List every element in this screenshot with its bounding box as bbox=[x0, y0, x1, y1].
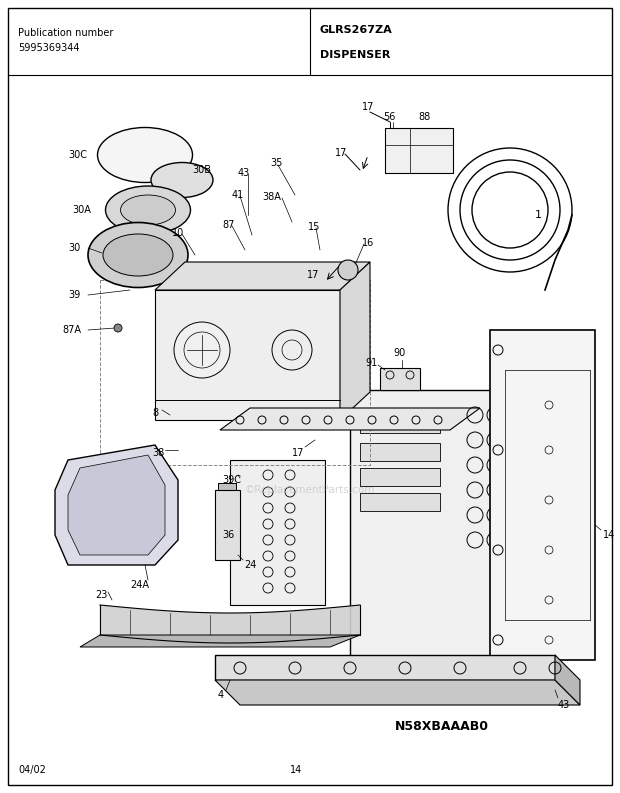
Polygon shape bbox=[215, 490, 240, 560]
Text: 04/02: 04/02 bbox=[18, 765, 46, 775]
Text: 41: 41 bbox=[232, 190, 244, 200]
Text: 35: 35 bbox=[270, 158, 282, 168]
Bar bbox=[218, 483, 236, 495]
Text: ©ReplacementParts.com: ©ReplacementParts.com bbox=[245, 485, 375, 495]
Text: 16: 16 bbox=[362, 238, 374, 248]
Text: 39C: 39C bbox=[222, 475, 241, 485]
Text: 30B: 30B bbox=[192, 165, 211, 175]
Bar bbox=[360, 415, 440, 433]
Polygon shape bbox=[215, 680, 580, 705]
Text: 4: 4 bbox=[218, 690, 224, 700]
Bar bbox=[260, 400, 270, 418]
Polygon shape bbox=[68, 455, 165, 555]
Text: 56: 56 bbox=[383, 112, 396, 122]
Text: 15: 15 bbox=[308, 222, 321, 232]
Text: 39: 39 bbox=[68, 290, 80, 300]
Text: 87: 87 bbox=[222, 220, 234, 230]
Polygon shape bbox=[490, 330, 595, 660]
Bar bbox=[230, 400, 240, 418]
Text: 91: 91 bbox=[365, 358, 377, 368]
Bar bbox=[360, 493, 440, 511]
Text: 17: 17 bbox=[292, 448, 304, 458]
Polygon shape bbox=[155, 262, 370, 290]
Text: 24A: 24A bbox=[130, 580, 149, 590]
Bar bbox=[230, 460, 325, 605]
Text: 88: 88 bbox=[418, 112, 430, 122]
Ellipse shape bbox=[120, 195, 175, 225]
Circle shape bbox=[174, 322, 230, 378]
Polygon shape bbox=[80, 635, 360, 647]
Bar bbox=[170, 400, 180, 418]
Text: 30A: 30A bbox=[72, 205, 91, 215]
Text: N58XBAAAB0: N58XBAAAB0 bbox=[395, 720, 489, 733]
Text: 1: 1 bbox=[535, 210, 542, 220]
Text: 24: 24 bbox=[244, 560, 257, 570]
Bar bbox=[540, 390, 558, 655]
Ellipse shape bbox=[88, 223, 188, 288]
Text: 23: 23 bbox=[95, 590, 107, 600]
Ellipse shape bbox=[103, 234, 173, 276]
Text: 14: 14 bbox=[603, 530, 615, 540]
Circle shape bbox=[114, 324, 122, 332]
Text: Publication number: Publication number bbox=[18, 28, 113, 38]
Text: 14: 14 bbox=[290, 765, 303, 775]
Text: 43: 43 bbox=[238, 168, 250, 178]
Ellipse shape bbox=[151, 163, 213, 197]
Text: 36: 36 bbox=[222, 530, 234, 540]
Bar bbox=[165, 308, 240, 393]
Text: 38: 38 bbox=[152, 448, 164, 458]
Bar bbox=[320, 400, 330, 418]
Text: 30C: 30C bbox=[68, 150, 87, 160]
Ellipse shape bbox=[105, 186, 190, 234]
Text: 43: 43 bbox=[558, 700, 570, 710]
Text: 30: 30 bbox=[68, 243, 80, 253]
Text: 17: 17 bbox=[335, 148, 347, 158]
Text: 10: 10 bbox=[172, 228, 184, 238]
Text: 8: 8 bbox=[152, 408, 158, 418]
Bar bbox=[380, 368, 420, 390]
Bar bbox=[290, 400, 300, 418]
Ellipse shape bbox=[97, 128, 192, 182]
Bar bbox=[385, 128, 453, 173]
Circle shape bbox=[338, 260, 358, 280]
Bar bbox=[360, 468, 440, 486]
Text: 38A: 38A bbox=[262, 192, 281, 202]
Bar bbox=[200, 400, 210, 418]
Text: 5995369344: 5995369344 bbox=[18, 43, 79, 53]
Bar bbox=[350, 390, 520, 680]
Polygon shape bbox=[555, 655, 580, 705]
Bar bbox=[255, 308, 330, 393]
Text: 90: 90 bbox=[393, 348, 405, 358]
Polygon shape bbox=[220, 408, 480, 430]
Polygon shape bbox=[215, 655, 555, 680]
Text: DISPENSER: DISPENSER bbox=[320, 50, 391, 60]
Polygon shape bbox=[340, 262, 370, 420]
Text: 17: 17 bbox=[307, 270, 319, 280]
Bar bbox=[100, 280, 370, 465]
Text: GLRS267ZA: GLRS267ZA bbox=[320, 25, 392, 35]
Polygon shape bbox=[55, 445, 178, 565]
Text: 87A: 87A bbox=[62, 325, 81, 335]
Polygon shape bbox=[155, 290, 340, 420]
Text: 17: 17 bbox=[362, 102, 374, 112]
Bar bbox=[360, 443, 440, 461]
